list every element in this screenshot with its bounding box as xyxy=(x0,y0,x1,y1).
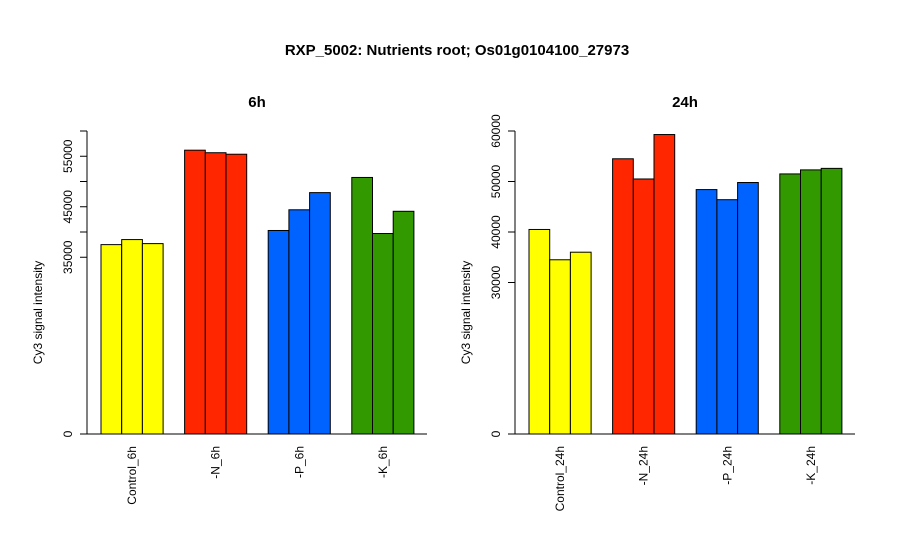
bar--N_6h-rep2 xyxy=(204,152,227,435)
bar-Control_6h-rep3 xyxy=(141,243,164,435)
x-category-label: -K_24h xyxy=(804,446,818,485)
bar-Control_24h-rep1 xyxy=(528,228,551,435)
bar-Control_24h-rep3 xyxy=(569,251,592,435)
bar-Control_6h-rep1 xyxy=(100,244,123,435)
bar--N_24h-rep3 xyxy=(653,134,676,435)
bar--P_6h-rep1 xyxy=(267,229,290,435)
bar-Control_6h-rep2 xyxy=(121,239,143,435)
x-category-label: -K_6h xyxy=(376,446,390,478)
bar--K_24h-rep3 xyxy=(820,167,843,435)
y-tick-label: 40000 xyxy=(489,215,503,249)
bar--P_6h-rep3 xyxy=(309,192,331,435)
x-category-label: -N_24h xyxy=(637,446,651,485)
bar--K_6h-rep1 xyxy=(351,176,373,435)
chart-title: 6h xyxy=(248,94,266,111)
bar--K_24h-rep2 xyxy=(800,169,822,435)
bar--N_6h-rep3 xyxy=(225,153,248,435)
x-category-label: Control_24h xyxy=(553,446,567,511)
bar--N_6h-rep1 xyxy=(184,149,206,435)
y-tick-label: 0 xyxy=(489,430,503,437)
bar--K_6h-rep2 xyxy=(372,233,394,435)
chart-panel-6h: 6h 0 35000 45000 55000 Cy3 signal intensity Co… xyxy=(31,94,427,505)
y-tick-label: 55000 xyxy=(61,139,75,173)
chart-panel-24h: 24h 0 30000 40000 50000 60000 Cy3 signal inten… xyxy=(459,94,855,511)
y-axis-label: Cy3 signal intensity xyxy=(31,261,45,364)
bar--N_24h-rep2 xyxy=(632,178,655,435)
y-axis-label: Cy3 signal intensity xyxy=(459,261,473,364)
x-category-label: -N_6h xyxy=(209,446,223,479)
y-tick-label: 35000 xyxy=(61,240,75,274)
chart-title: 24h xyxy=(672,94,698,111)
x-category-label: Control_6h xyxy=(125,446,139,505)
bar--P_24h-rep2 xyxy=(716,199,739,435)
bar--P_24h-rep1 xyxy=(695,189,718,435)
bar--K_24h-rep1 xyxy=(779,173,801,435)
y-tick-label: 0 xyxy=(61,430,75,437)
y-tick-label: 45000 xyxy=(61,190,75,224)
x-category-label: -P_6h xyxy=(292,446,306,478)
bar--N_24h-rep1 xyxy=(612,158,634,435)
bar--P_24h-rep3 xyxy=(737,182,759,435)
y-tick-label: 50000 xyxy=(489,164,503,198)
bar-Control_24h-rep2 xyxy=(549,259,571,435)
bar--K_6h-rep3 xyxy=(392,210,415,435)
figure-title: RXP_5002: Nutrients root; Os01g0104100_2… xyxy=(285,42,629,59)
bar--P_6h-rep2 xyxy=(288,209,311,435)
y-tick-label: 60000 xyxy=(489,114,503,148)
x-category-label: -P_24h xyxy=(720,446,734,485)
y-tick-label: 30000 xyxy=(489,265,503,299)
